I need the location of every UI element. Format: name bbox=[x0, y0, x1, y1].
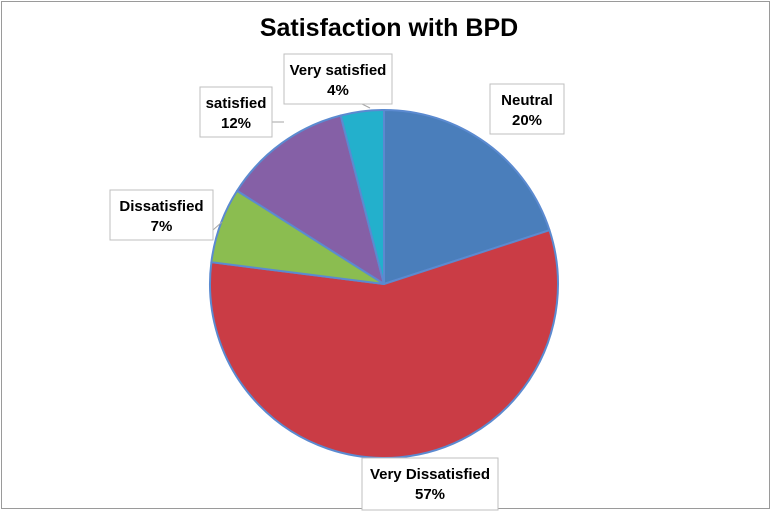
data-label-percent: 7% bbox=[151, 218, 173, 235]
data-label-box bbox=[109, 189, 214, 241]
data-label-category: Dissatisfied bbox=[119, 198, 203, 215]
data-label-percent: 4% bbox=[327, 82, 349, 99]
data-label-category: Very Dissatisfied bbox=[370, 466, 490, 483]
pie-slice-very-satisfied bbox=[339, 109, 385, 285]
data-label-category: Neutral bbox=[501, 92, 553, 109]
data-label-percent: 20% bbox=[512, 112, 542, 129]
data-label-neutral: Neutral 20% bbox=[489, 83, 565, 135]
data-label-box bbox=[283, 53, 393, 105]
data-label-box bbox=[361, 457, 499, 511]
pie-slices bbox=[208, 109, 559, 460]
data-labels: Neutral 20% Very Dissatisfied 57% Dissatisfi… bbox=[109, 53, 565, 511]
leader-line bbox=[361, 103, 371, 109]
pie-slice-satisfied bbox=[236, 114, 385, 285]
data-label-percent: 12% bbox=[221, 115, 251, 132]
data-label-very-dissatisfied: Very Dissatisfied 57% bbox=[361, 457, 499, 511]
data-label-category: satisfied bbox=[206, 95, 267, 112]
data-label-very-satisfied: Very satisfied 4% bbox=[283, 53, 393, 109]
data-label-box bbox=[489, 83, 565, 135]
pie-slice-neutral bbox=[383, 109, 551, 285]
data-label-category: Very satisfied bbox=[290, 62, 387, 79]
data-label-box bbox=[199, 86, 273, 138]
data-label-satisfied: satisfied 12% bbox=[199, 86, 284, 138]
pie-slice-very-dissatisfied bbox=[208, 229, 559, 460]
leader-line bbox=[212, 221, 223, 231]
data-label-dissatisfied: Dissatisfied 7% bbox=[109, 189, 223, 241]
data-label-percent: 57% bbox=[415, 486, 445, 503]
chart-title: Satisfaction with BPD bbox=[260, 14, 518, 42]
